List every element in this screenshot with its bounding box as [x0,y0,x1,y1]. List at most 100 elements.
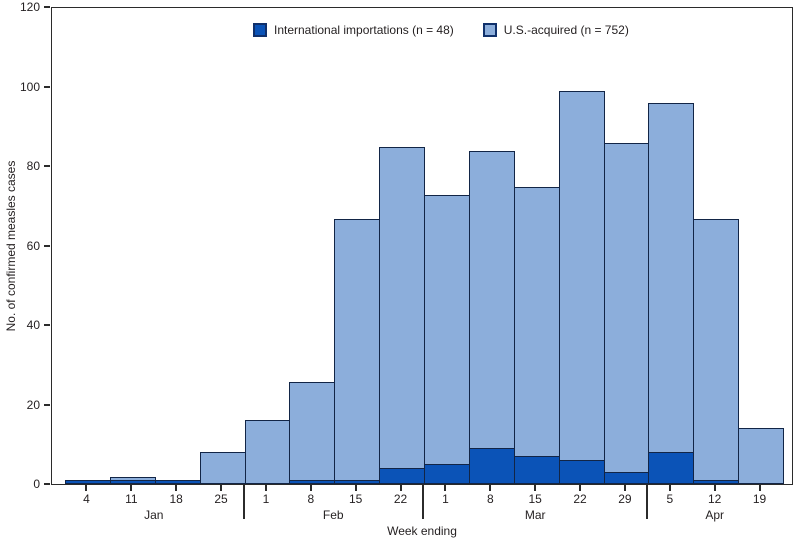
x-tick-label: 22 [393,492,408,506]
bar-segment-us-acquired [109,477,156,481]
bar-week-25 [199,7,246,484]
legend: International importations (n = 48) U.S.-… [253,23,629,37]
y-axis-tick [44,403,50,406]
bar-week-12 [693,7,740,484]
y-tick-label: 60 [26,238,40,253]
x-tick-label: 15 [528,492,542,506]
x-tick-label: 8 [307,492,315,506]
bar-segment-international [154,480,201,484]
legend-item: U.S.-acquired (n = 752) [482,23,629,37]
bar-segment-international [513,456,560,484]
bar-week-15 [334,7,381,484]
x-tick-label: 19 [752,492,767,506]
bar-segment-international [603,472,650,484]
x-tick-label: 15 [349,492,363,506]
y-tick-label: 80 [26,159,40,173]
bar-segment-us-acquired [289,382,336,481]
bar-week-19 [738,7,784,484]
x-axis-tick [758,485,761,491]
x-axis-tick [264,485,267,491]
month-separator [242,485,245,519]
bar-week-8 [468,7,515,484]
bar-segment-us-acquired [693,219,740,481]
legend-swatch-icon [253,23,267,37]
x-axis-tick [489,485,492,491]
y-axis-tick [44,324,50,326]
x-axis-tick [623,485,626,491]
month-label-feb: Feb [322,508,344,522]
y-tick-label: 0 [33,477,40,491]
plot-area [51,7,793,485]
x-tick-label: 22 [573,492,587,506]
x-tick-label: 1 [262,492,270,506]
y-axis-tick [44,483,50,485]
y-tick-label: 20 [26,397,40,412]
x-axis-tick [354,485,357,491]
x-tick-label: 18 [169,492,183,506]
month-label-jan: Jan [144,508,164,522]
x-axis-label: Week ending [387,524,457,538]
x-axis-tick [175,485,178,491]
bar-segment-us-acquired [199,452,246,484]
bar-week-4 [65,7,111,484]
legend-label: U.S.-acquired (n = 752) [503,23,629,37]
month-separator [422,485,424,519]
bar-segment-us-acquired [648,103,695,453]
x-axis-tick [668,485,671,491]
bar-segment-us-acquired [738,428,784,484]
x-axis-tick [309,485,312,491]
bar-week-1 [244,7,291,484]
bar-segment-international [648,452,695,484]
y-axis-tick [44,6,50,8]
x-axis-tick [534,485,537,491]
month-label-apr: Apr [705,508,725,522]
bar-week-29 [603,7,650,484]
bar-segment-international [379,468,425,484]
x-tick-label: 1 [442,492,449,506]
bar-week-18 [154,7,201,484]
bar-week-5 [648,7,695,484]
x-tick-label: 5 [666,492,674,506]
bar-segment-us-acquired [244,420,291,484]
bar-segment-us-acquired [468,151,515,449]
bar-segment-us-acquired [379,147,425,469]
y-tick-label: 120 [19,0,40,14]
y-axis-tick [44,165,50,167]
legend-swatch-icon [482,23,497,37]
x-axis-tick [579,485,582,491]
y-tick-label: 100 [19,79,40,94]
bar-segment-international [424,464,470,484]
bar-segment-international [65,480,111,484]
month-label-mar: Mar [524,508,546,522]
x-axis-tick [713,485,716,491]
x-tick-label: 29 [618,492,632,506]
bar-week-11 [109,7,156,484]
x-tick-label: 25 [214,492,228,506]
legend-item: International importations (n = 48) [253,23,454,37]
y-tick-label: 40 [26,318,40,332]
legend-label: International importations (n = 48) [274,23,454,37]
x-axis-tick [444,485,447,491]
y-axis-tick [44,244,50,247]
bar-week-22 [558,7,605,484]
bar-segment-international [468,448,515,484]
bar-week-22 [379,7,425,484]
bar-segment-us-acquired [558,91,605,461]
bar-segment-us-acquired [513,187,560,457]
y-axis-tick [44,85,50,88]
bar-segment-us-acquired [603,143,650,473]
x-axis-tick [130,485,133,491]
x-axis-tick [85,485,88,491]
bar-week-1 [424,7,470,484]
x-axis-tick [399,485,402,491]
bar-segment-international [558,460,605,484]
bar-week-8 [289,7,336,484]
x-axis-tick [220,485,223,491]
month-separator [646,485,649,519]
x-tick-label: 8 [486,492,494,506]
x-tick-label: 4 [83,492,90,506]
bar-week-15 [513,7,560,484]
bar-segment-us-acquired [334,219,381,481]
bar-segment-us-acquired [424,195,470,465]
